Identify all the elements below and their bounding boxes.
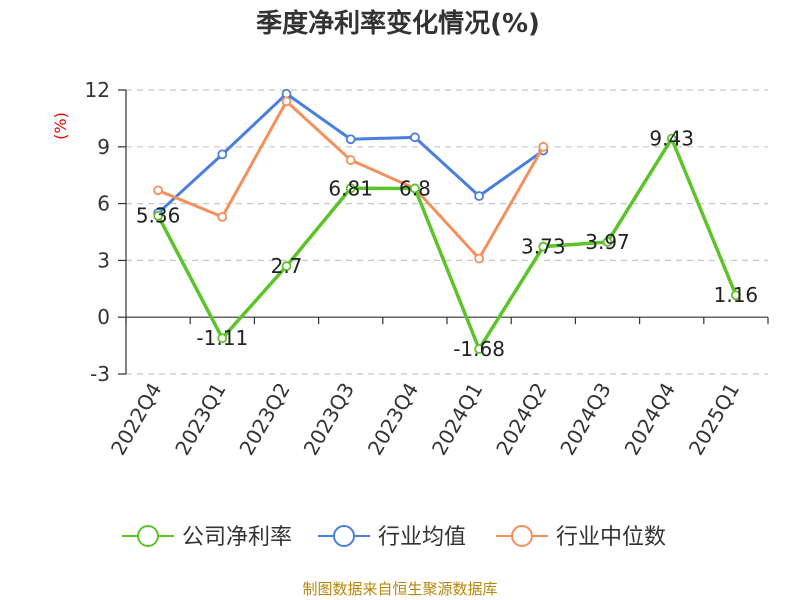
x-tick-label: 2024Q3 bbox=[555, 379, 615, 460]
data-point bbox=[474, 344, 485, 354]
data-label: 6.8 bbox=[399, 176, 431, 200]
data-label: 3.97 bbox=[585, 230, 630, 254]
data-label: -1.68 bbox=[453, 337, 505, 361]
data-label: 1.16 bbox=[714, 283, 759, 307]
legend-label: 行业均值 bbox=[378, 525, 466, 550]
legend-item: 公司净利率 bbox=[122, 525, 292, 550]
data-point bbox=[602, 237, 613, 247]
legend-marker bbox=[333, 525, 355, 547]
legend-item: 行业均值 bbox=[318, 525, 466, 550]
x-tick-label: 2024Q1 bbox=[427, 378, 487, 459]
data-point bbox=[474, 253, 485, 264]
data-point bbox=[217, 149, 228, 160]
legend-label: 行业中位数 bbox=[556, 525, 666, 550]
data-label: 3.73 bbox=[521, 235, 566, 259]
data-point bbox=[731, 290, 741, 301]
y-tick-label: 0 bbox=[97, 305, 110, 329]
legend-marker bbox=[137, 525, 159, 547]
data-point bbox=[153, 185, 164, 196]
chart-title: 季度净利率变化情况(%) bbox=[256, 8, 540, 39]
data-point bbox=[281, 261, 292, 271]
legend-label: 公司净利率 bbox=[182, 525, 292, 550]
data-point bbox=[409, 132, 420, 143]
legend: 公司净利率 行业均值 行业中位数 bbox=[122, 525, 666, 550]
data-point bbox=[666, 133, 677, 144]
series-company bbox=[153, 133, 741, 354]
data-label: 2.7 bbox=[271, 254, 303, 278]
data-point bbox=[217, 211, 228, 222]
legend-marker bbox=[511, 525, 533, 547]
y-tick-label: 9 bbox=[97, 135, 110, 159]
y-tick-label: 3 bbox=[97, 248, 110, 272]
data-labels: 5.36 -1.11 2.7 6.81 6.8 -1.68 3.73 3.97 9.43 1.16 bbox=[136, 127, 758, 361]
data-point bbox=[474, 191, 485, 201]
data-point bbox=[153, 210, 164, 221]
data-point bbox=[217, 333, 228, 344]
x-tick-label: 2024Q2 bbox=[491, 379, 551, 460]
data-point bbox=[409, 183, 420, 194]
data-point bbox=[345, 134, 356, 145]
source-note: 制图数据来自恒生聚源数据库 bbox=[302, 580, 497, 598]
y-tick-label: 12 bbox=[85, 78, 110, 102]
grid-lines bbox=[126, 89, 768, 375]
x-tick-label: 2025Q1 bbox=[684, 379, 744, 460]
y-axis-label: (%) bbox=[51, 112, 70, 140]
data-point bbox=[345, 155, 356, 165]
legend-item: 行业中位数 bbox=[496, 525, 666, 550]
x-tick-label: 2023Q1 bbox=[170, 379, 230, 460]
data-label: 6.81 bbox=[328, 176, 373, 200]
x-tick-label: 2023Q4 bbox=[363, 379, 423, 460]
data-point bbox=[345, 183, 356, 194]
series-industry-median bbox=[153, 96, 549, 264]
series-lines bbox=[153, 88, 741, 354]
x-tick-label: 2023Q2 bbox=[234, 379, 294, 460]
data-point bbox=[538, 141, 549, 152]
data-label: -1.11 bbox=[196, 326, 248, 350]
x-tick-label: 2023Q3 bbox=[299, 379, 359, 460]
data-point bbox=[281, 96, 292, 107]
x-tick-label: 2022Q4 bbox=[106, 379, 166, 460]
data-point bbox=[538, 241, 549, 252]
y-tick-label: -3 bbox=[90, 362, 110, 386]
series-line bbox=[156, 136, 738, 351]
data-label: 9.43 bbox=[649, 127, 694, 151]
data-label: 5.36 bbox=[136, 204, 181, 228]
y-tick-label: 6 bbox=[97, 192, 110, 216]
x-tick-label: 2024Q4 bbox=[620, 379, 680, 460]
